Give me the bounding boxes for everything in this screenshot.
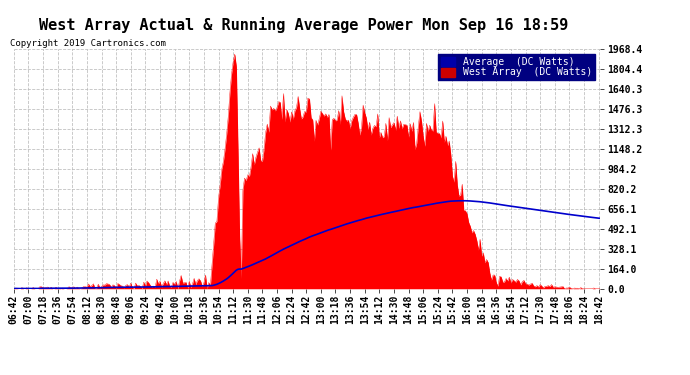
Legend: Average  (DC Watts), West Array  (DC Watts): Average (DC Watts), West Array (DC Watts… [438,54,595,80]
Text: West Array Actual & Running Average Power Mon Sep 16 18:59: West Array Actual & Running Average Powe… [39,17,569,33]
Text: Copyright 2019 Cartronics.com: Copyright 2019 Cartronics.com [10,39,166,48]
